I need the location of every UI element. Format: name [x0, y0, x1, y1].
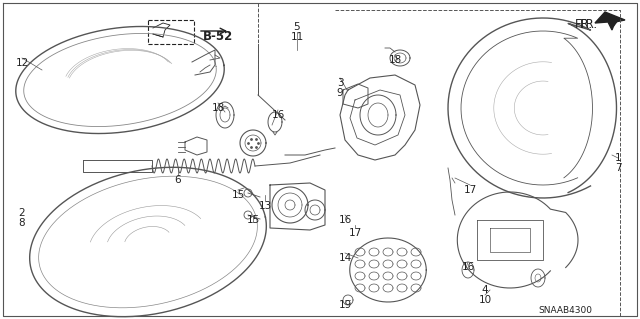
Text: SNAAB4300: SNAAB4300: [538, 306, 592, 315]
Text: FR.: FR.: [575, 18, 593, 31]
Text: 17: 17: [463, 185, 477, 195]
Text: 19: 19: [339, 300, 351, 310]
Text: 16: 16: [339, 215, 351, 225]
Text: 8: 8: [19, 218, 26, 228]
Text: FR.: FR.: [580, 18, 598, 31]
Text: 13: 13: [259, 201, 271, 211]
Text: 4: 4: [482, 285, 488, 295]
Text: 5: 5: [294, 22, 300, 32]
Text: 15: 15: [246, 215, 260, 225]
Text: 11: 11: [291, 32, 303, 42]
Polygon shape: [595, 12, 625, 30]
Text: 10: 10: [479, 295, 492, 305]
Text: 16: 16: [461, 262, 475, 272]
Text: 9: 9: [337, 88, 343, 98]
Text: 1: 1: [614, 153, 621, 163]
Text: B-52: B-52: [203, 30, 233, 43]
Text: 2: 2: [19, 208, 26, 218]
Text: 15: 15: [232, 190, 244, 200]
Text: 16: 16: [271, 110, 285, 120]
Text: 6: 6: [175, 175, 181, 185]
Text: 3: 3: [337, 78, 343, 88]
Text: 7: 7: [614, 163, 621, 173]
Text: 18: 18: [211, 103, 225, 113]
Text: 12: 12: [15, 58, 29, 68]
Text: 17: 17: [348, 228, 362, 238]
Text: 18: 18: [388, 55, 402, 65]
Text: 14: 14: [339, 253, 351, 263]
